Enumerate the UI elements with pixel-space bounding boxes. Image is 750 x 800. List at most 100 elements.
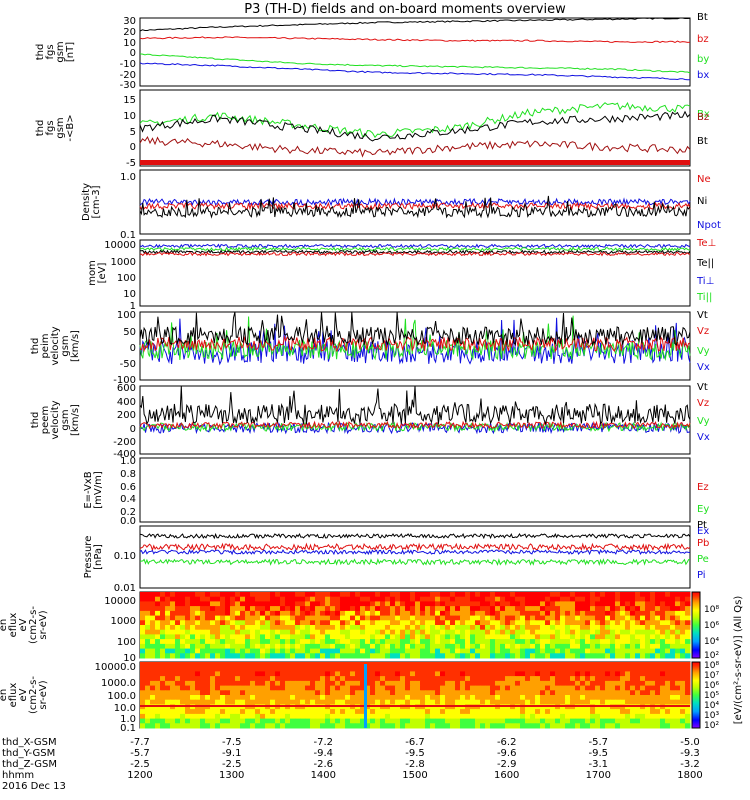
heatmap-cell <box>390 592 396 598</box>
heatmap-cell <box>265 601 271 607</box>
heatmap-cell <box>485 615 491 621</box>
heatmap-cell <box>385 685 391 691</box>
heatmap-cell <box>540 596 546 602</box>
heatmap-cell <box>465 601 471 607</box>
tick-label: 0.10 <box>114 551 136 562</box>
x-tick-value: 1800 <box>677 770 702 781</box>
heatmap-cell <box>495 601 501 607</box>
heatmap-cell <box>215 615 221 621</box>
heatmap-cell <box>520 666 526 672</box>
heatmap-cell <box>650 634 656 640</box>
heatmap-cell <box>555 648 561 654</box>
heatmap-cell <box>190 601 196 607</box>
heatmap-cell <box>420 685 426 691</box>
heatmap-cell <box>440 606 446 612</box>
heatmap-cell <box>295 629 301 635</box>
heatmap-cell <box>400 713 406 720</box>
heatmap-cell <box>150 634 156 640</box>
heatmap-cell <box>390 709 396 715</box>
heatmap-cell <box>340 648 346 654</box>
heatmap-cell <box>385 634 391 640</box>
heatmap-cell <box>410 723 416 729</box>
heatmap-cell <box>245 643 251 650</box>
heatmap-cell <box>225 671 231 677</box>
heatmap-cell <box>250 596 256 602</box>
heatmap-cell <box>685 699 691 705</box>
heatmap-cell <box>405 639 411 645</box>
heatmap-cell <box>480 620 486 626</box>
heatmap-cell <box>170 671 176 677</box>
heatmap-cell <box>145 676 151 682</box>
heatmap-cell <box>425 639 431 645</box>
heatmap-cell <box>445 685 451 691</box>
colorbar-tick: 10³ <box>704 711 719 721</box>
heatmap-cell <box>215 695 221 701</box>
heatmap-cell <box>335 615 341 621</box>
heatmap-cell <box>240 592 246 598</box>
heatmap-cell <box>655 699 661 705</box>
heatmap-cell <box>410 634 416 640</box>
heatmap-cell <box>325 648 331 654</box>
heatmap-cell <box>305 639 311 645</box>
heatmap-cell <box>405 596 411 602</box>
heatmap-cell <box>265 610 271 617</box>
heatmap-cell <box>390 648 396 654</box>
heatmap-cell <box>355 666 361 672</box>
heatmap-cell <box>195 639 201 645</box>
heatmap-cell <box>630 718 636 724</box>
legend-entry: Pt <box>697 520 707 531</box>
heatmap-cell <box>195 592 201 598</box>
heatmap-cell <box>520 610 526 617</box>
heatmap-cell <box>410 653 416 659</box>
heatmap-cell <box>590 723 596 729</box>
heatmap-cell <box>230 601 236 607</box>
heatmap-cell <box>355 643 361 650</box>
heatmap-cell <box>290 671 296 677</box>
heatmap-cell <box>140 648 146 654</box>
heatmap-cell <box>620 690 626 696</box>
heatmap-cell <box>615 680 621 687</box>
heatmap-cell <box>370 666 376 672</box>
heatmap-cell <box>210 634 216 640</box>
heatmap-cell <box>625 680 631 687</box>
heatmap-cell <box>490 639 496 645</box>
heatmap-cell <box>620 620 626 626</box>
x-tick-value: 1500 <box>402 770 427 781</box>
heatmap-cell <box>655 653 661 659</box>
heatmap-cell <box>460 671 466 677</box>
heatmap-cell <box>585 620 591 626</box>
heatmap-cell <box>310 634 316 640</box>
heatmap-cell <box>190 676 196 682</box>
heatmap-cell <box>485 648 491 654</box>
heatmap-cell <box>680 634 686 640</box>
heatmap-cell <box>580 653 586 659</box>
heatmap-cell <box>165 615 171 621</box>
heatmap-cell <box>595 592 601 598</box>
heatmap-cell <box>670 653 676 659</box>
heatmap-cell <box>595 615 601 621</box>
heatmap-cell <box>675 629 681 635</box>
heatmap-cell <box>375 713 381 720</box>
heatmap-cell <box>450 643 456 650</box>
heatmap-cell <box>595 671 601 677</box>
heatmap-cell <box>610 709 616 715</box>
heatmap-cell <box>280 639 286 645</box>
heatmap-cell <box>345 685 351 691</box>
heatmap-cell <box>345 718 351 724</box>
heatmap-cell <box>555 629 561 635</box>
heatmap-cell <box>260 666 266 672</box>
heatmap-cell <box>540 666 546 672</box>
heatmap-cell <box>445 676 451 682</box>
heatmap-cell <box>300 709 306 715</box>
heatmap-cell <box>320 680 326 687</box>
heatmap-cell <box>410 713 416 720</box>
heatmap-cell <box>140 676 146 682</box>
heatmap-cell <box>505 629 511 635</box>
heatmap-cell <box>595 610 601 617</box>
heatmap-cell <box>165 648 171 654</box>
heatmap-cell <box>355 690 361 696</box>
heatmap-cell <box>605 620 611 626</box>
heatmap-cell <box>435 620 441 626</box>
heatmap-cell <box>530 713 536 720</box>
heatmap-cell <box>195 615 201 621</box>
